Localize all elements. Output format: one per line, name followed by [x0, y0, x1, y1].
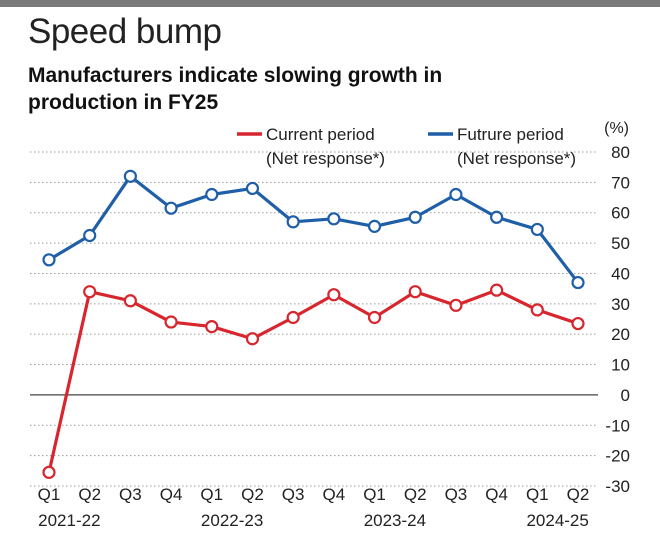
x-tick-label: Q1 — [526, 485, 549, 504]
x-tick-label: Q2 — [78, 485, 101, 504]
series-line — [48, 174, 580, 284]
x-tick-label: Q4 — [160, 485, 183, 504]
y-tick-label: -30 — [605, 477, 630, 496]
x-tick-label: Q1 — [363, 485, 386, 504]
fiscal-year-label: 2023-24 — [364, 511, 426, 530]
data-point — [449, 298, 463, 312]
data-point — [408, 285, 422, 299]
data-point — [123, 294, 137, 308]
x-tick-label: Q1 — [200, 485, 223, 504]
x-axis: Q1 Q2 Q3 Q4 Q1 Q2 Q3 Q4 Q1 Q2 Q3 Q4 Q1 Q2 2021-22 2022-… — [38, 485, 590, 530]
data-point — [530, 222, 544, 237]
data-point — [42, 253, 56, 267]
legend-sublabel: (Net response*) — [266, 149, 385, 168]
y-unit-label: (%) — [604, 120, 629, 137]
chart-title: Manufacturers indicate slowing growth in… — [28, 64, 443, 114]
data-point — [83, 285, 97, 299]
fiscal-year-label: 2022-23 — [201, 511, 263, 530]
legend-label: Current period — [266, 125, 375, 144]
x-tick-label: Q3 — [282, 485, 305, 504]
data-point — [42, 465, 56, 479]
y-axis: 80 70 60 50 40 30 20 10 0 -10 -20 -30 (%) — [604, 120, 630, 496]
data-point — [530, 303, 544, 317]
data-point — [571, 316, 585, 331]
data-point — [286, 310, 300, 325]
data-point — [164, 315, 178, 329]
data-point — [164, 201, 178, 215]
data-point — [245, 332, 260, 346]
data-point — [490, 283, 504, 297]
legend: Current period (Net response*) Futrure per… — [237, 125, 576, 168]
y-tick-label: -10 — [605, 416, 630, 435]
data-point — [367, 219, 382, 233]
x-tick-label: Q4 — [323, 485, 346, 504]
y-tick-label: 0 — [621, 386, 630, 405]
legend-sublabel: (Net response*) — [457, 149, 576, 168]
y-tick-label: -20 — [605, 447, 630, 466]
y-tick-label: 20 — [611, 325, 630, 344]
grid — [30, 151, 598, 487]
series-line — [47, 288, 579, 473]
data-point — [367, 310, 382, 325]
x-tick-label: Q3 — [445, 485, 468, 504]
x-tick-label: Q2 — [404, 485, 427, 504]
y-tick-label: 50 — [611, 234, 630, 253]
legend-label: Futrure period — [457, 125, 564, 144]
data-point — [205, 319, 219, 334]
x-tick-label: Q3 — [119, 485, 142, 504]
data-point — [327, 212, 341, 226]
data-point — [286, 215, 300, 229]
data-point — [490, 210, 504, 224]
x-tick-label: Q1 — [38, 485, 61, 504]
data-point — [83, 228, 97, 243]
data-point — [408, 210, 422, 224]
series-future-period — [42, 169, 585, 290]
fiscal-year-label: 2024-25 — [526, 511, 588, 530]
data-point — [205, 187, 219, 202]
series — [42, 169, 585, 479]
data-point — [571, 275, 585, 290]
y-tick-label: 70 — [611, 173, 630, 192]
x-tick-label: Q2 — [567, 485, 590, 504]
top-rule — [0, 0, 660, 7]
y-tick-label: 10 — [611, 356, 630, 375]
kicker-headline: Speed bump — [28, 12, 222, 51]
data-point — [245, 181, 260, 196]
y-tick-label: 60 — [611, 204, 630, 223]
x-tick-label: Q2 — [241, 485, 264, 504]
y-tick-label: 30 — [611, 295, 630, 314]
data-point — [123, 169, 137, 183]
data-point — [327, 288, 341, 302]
y-tick-label: 40 — [611, 264, 630, 283]
series-current-period — [42, 283, 585, 479]
y-tick-label: 80 — [611, 143, 630, 162]
data-point — [449, 187, 463, 202]
fiscal-year-label: 2021-22 — [38, 511, 100, 530]
x-tick-label: Q4 — [485, 485, 508, 504]
